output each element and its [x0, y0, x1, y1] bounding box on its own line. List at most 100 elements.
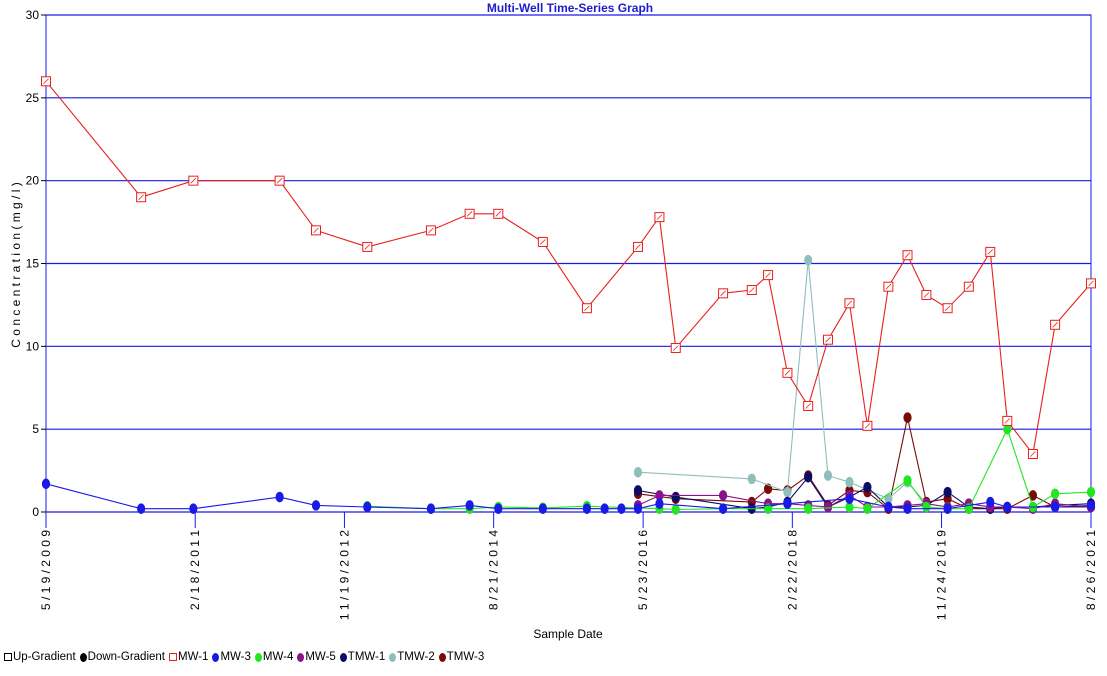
data-point: [863, 481, 872, 493]
data-point-mark: [885, 283, 892, 290]
data-point: [922, 501, 931, 513]
data-point: [363, 501, 372, 513]
data-point-mark: [1004, 418, 1011, 424]
data-point: [494, 503, 503, 514]
x-tick-label: 2 / 2 2 / 2 0 1 8: [785, 530, 799, 610]
legend-label: MW-4: [262, 651, 294, 663]
data-point: [804, 503, 813, 514]
data-point: [763, 483, 773, 495]
data-point: [943, 503, 952, 514]
y-tick-label: 5: [32, 422, 39, 436]
legend-item: MW-5: [297, 651, 336, 663]
data-point-mark: [495, 211, 502, 217]
data-point: [1003, 501, 1012, 513]
data-point: [617, 503, 626, 514]
data-point: [1050, 501, 1060, 513]
data-point: [1050, 488, 1060, 500]
data-point: [671, 504, 680, 515]
data-point: [845, 476, 854, 488]
data-point-mark: [43, 78, 49, 85]
legend-label: MW-1: [177, 651, 209, 663]
data-point-mark: [276, 177, 283, 184]
legend-marker: [254, 652, 262, 662]
data-point-mark: [765, 272, 771, 278]
data-point: [1086, 486, 1096, 498]
y-tick-label: 10: [26, 339, 40, 353]
data-point-mark: [987, 249, 994, 255]
x-tick-label: 1 1 / 1 9 / 2 0 1 2: [337, 530, 351, 620]
series-line: [45, 80, 1092, 456]
data-point: [747, 473, 756, 485]
x-tick-label: 1 1 / 2 4 / 2 0 1 9: [935, 530, 949, 620]
grid: 0 5 10 15 20 25 30 5 / 1 9 / 2 0 0 9 2 / 1 8 / 2…: [26, 8, 1098, 620]
legend-label: Down-Gradient: [87, 651, 165, 663]
data-point-mark: [584, 305, 590, 312]
data-point: [633, 503, 643, 514]
data-point: [986, 496, 995, 508]
legend-item: MW-4: [254, 651, 294, 663]
data-point: [275, 491, 284, 503]
data-point: [311, 500, 321, 511]
data-point-mark: [1030, 451, 1036, 457]
data-point: [633, 466, 643, 478]
legend-item: TMW-3: [438, 651, 484, 663]
data-point: [845, 493, 854, 505]
data-point-mark: [428, 227, 434, 234]
data-point-mark: [540, 239, 546, 245]
series-line: [367, 427, 1092, 511]
x-axis-title: Sample Date: [533, 627, 603, 641]
data-point: [655, 498, 664, 510]
y-tick-label: 0: [32, 505, 39, 519]
legend: Up-Gradient Down-Gradient MW-1 MW-3 MW-4 MW-5…: [4, 648, 488, 666]
y-tick-label: 20: [26, 174, 40, 188]
data-point-mark: [846, 300, 853, 307]
data-point-mark: [825, 336, 831, 343]
y-tick-label: 25: [26, 91, 40, 105]
data-point: [189, 503, 198, 514]
legend-marker: [438, 652, 446, 662]
data-point: [783, 498, 792, 510]
data-point-mark: [923, 292, 930, 298]
data-point-mark: [720, 290, 726, 297]
data-point: [426, 503, 436, 514]
data-point: [903, 412, 912, 423]
x-tick-label: 8 / 2 6 / 2 0 2 1: [1084, 530, 1098, 610]
data-point: [718, 503, 728, 514]
legend-label: TMW-1: [347, 651, 386, 663]
data-point: [718, 490, 728, 501]
data-point: [671, 491, 680, 503]
data-point: [823, 470, 833, 481]
data-point-mark: [805, 403, 811, 409]
chart-title: Multi-Well Time-Series Graph: [487, 1, 653, 15]
legend-item: MW-3: [212, 651, 251, 663]
legend-item: TMW-1: [339, 651, 386, 663]
x-tick-label: 5 / 1 9 / 2 0 0 9: [39, 530, 53, 610]
legend-marker: [168, 653, 177, 661]
data-point: [943, 486, 952, 498]
data-point: [582, 503, 592, 514]
x-tick-label: 5 / 2 3 / 2 0 1 6: [636, 530, 650, 610]
data-point: [804, 471, 813, 483]
series-layer: [41, 76, 1096, 515]
legend-marker: [4, 653, 12, 661]
data-point: [137, 503, 146, 514]
y-axis-title: C o n c e n t r a t i o n ( m g / l ): [9, 182, 23, 347]
data-point-mark: [748, 287, 755, 293]
legend-marker: [212, 652, 220, 662]
data-point-mark: [904, 252, 911, 258]
legend-label: MW-5: [305, 651, 336, 663]
data-point-mark: [364, 244, 371, 250]
series-mw-1: [41, 76, 1096, 460]
data-point: [538, 503, 547, 514]
legend-marker: [297, 652, 305, 662]
x-tick-label: 8 / 2 1 / 2 0 1 4: [487, 530, 501, 610]
data-point: [903, 503, 912, 514]
data-point-mark: [635, 244, 641, 250]
data-point-mark: [656, 214, 663, 220]
legend-item: Down-Gradient: [79, 651, 165, 663]
series-line: [637, 260, 1056, 508]
legend-item: Up-Gradient: [4, 651, 76, 663]
data-point-mark: [1052, 322, 1058, 328]
data-point: [783, 486, 792, 498]
